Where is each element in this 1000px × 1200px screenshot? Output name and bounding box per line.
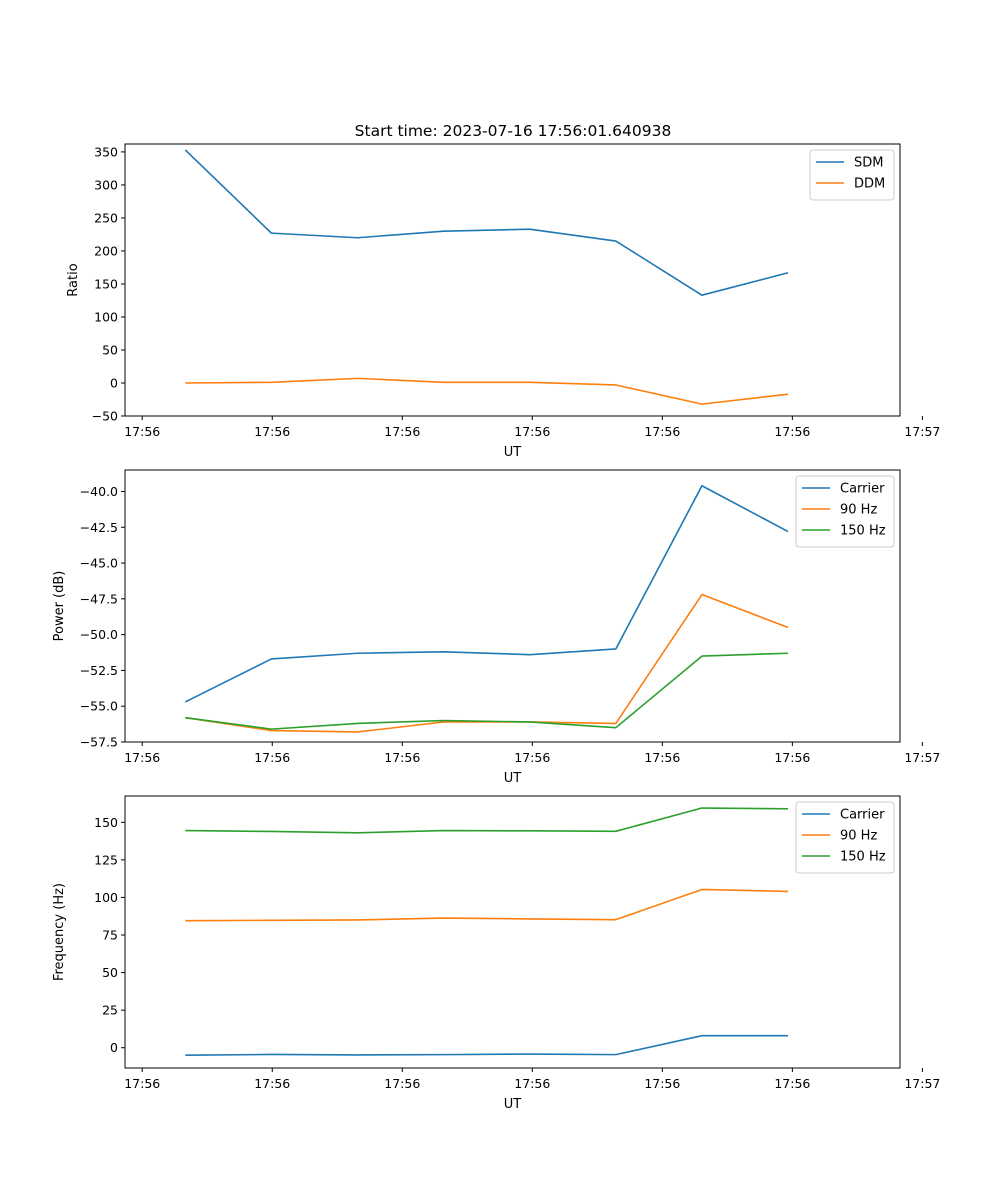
chart-panel-3: 17:56 17:56 17:56 17:56 17:56 17:56 17:57 0 25 50…	[52, 795, 940, 1112]
x-tick-label: 17:57	[904, 750, 940, 765]
y-tick-label: 150	[94, 276, 118, 291]
x-tick-label: 17:56	[774, 1076, 810, 1091]
y-tick-label: −52.5	[80, 663, 118, 678]
x-tick-label: 17:56	[384, 424, 420, 439]
y-tick-label: 75	[102, 928, 118, 943]
x-tick-label: 17:56	[514, 1076, 550, 1091]
y-axis-label: Ratio	[66, 263, 81, 296]
x-axis-label: UT	[504, 1097, 522, 1112]
plot-frame	[124, 795, 901, 1069]
y-tick-label: 0	[110, 1040, 118, 1055]
legend-label: SDM	[854, 156, 883, 171]
legend-label: 150 Hz	[840, 524, 886, 539]
legend-label: DDM	[854, 177, 885, 192]
x-tick-label: 17:56	[514, 750, 550, 765]
y-tick-label: 50	[102, 965, 118, 980]
chart-panel-1: 17:56 17:56 17:56 17:56 17:56 17:56 17:57 −50 0 5…	[66, 143, 940, 460]
chart-panel-2: 17:56 17:56 17:56 17:56 17:56 17:56 17:57 −57.5…	[52, 469, 940, 786]
legend: Carrier 90 Hz 150 Hz	[795, 475, 895, 548]
plot-frame	[124, 143, 901, 417]
series-line-ddm	[185, 377, 789, 405]
y-tick-label: 350	[94, 144, 118, 159]
panels: 17:56 17:56 17:56 17:56 17:56 17:56 17:57 −50 0 5…	[52, 143, 940, 1112]
series-line-carrier	[184, 484, 789, 703]
legend-label: 150 Hz	[840, 850, 886, 865]
legend-label: Carrier	[840, 482, 885, 497]
legend: Carrier 90 Hz 150 Hz	[795, 801, 895, 874]
y-tick-label: −40.0	[80, 484, 118, 499]
y-tick-label: −55.0	[80, 699, 118, 714]
y-tick-label: 125	[94, 852, 118, 867]
x-tick-label: 17:56	[254, 1076, 290, 1091]
y-tick-label: −50.0	[80, 627, 118, 642]
legend-label: 90 Hz	[840, 829, 877, 844]
x-tick-label: 17:56	[774, 750, 810, 765]
y-tick-label: −47.5	[80, 591, 118, 606]
legend-label: 90 Hz	[840, 503, 877, 518]
series-line-150-hz	[185, 652, 789, 730]
x-tick-label: 17:56	[644, 1076, 680, 1091]
y-tick-label: −45.0	[80, 556, 118, 571]
y-tick-label: 25	[102, 1003, 118, 1018]
series-line-carrier	[185, 1034, 789, 1057]
x-tick-label: 17:56	[124, 750, 160, 765]
x-axis-label: UT	[504, 445, 522, 460]
y-tick-label: 100	[94, 890, 118, 905]
x-tick-label: 17:57	[904, 1076, 940, 1091]
y-tick-label: −57.5	[80, 735, 118, 750]
legend: SDM DDM	[809, 149, 895, 201]
x-tick-label: 17:56	[124, 1076, 160, 1091]
series-line-150-hz	[185, 807, 789, 834]
legend-label: Carrier	[840, 808, 885, 823]
series-line-90-hz	[185, 888, 789, 922]
y-tick-label: −42.5	[80, 520, 118, 535]
y-tick-label: 50	[102, 342, 118, 357]
x-axis-label: UT	[504, 771, 522, 786]
y-tick-label: 250	[94, 210, 118, 225]
y-axis-label: Power (dB)	[52, 571, 67, 642]
series-line-sdm	[184, 149, 789, 296]
x-tick-label: 17:56	[124, 424, 160, 439]
x-tick-label: 17:56	[384, 750, 420, 765]
y-tick-label: 100	[94, 309, 118, 324]
y-tick-label: 150	[94, 815, 118, 830]
y-tick-label: 300	[94, 177, 118, 192]
x-tick-label: 17:56	[774, 424, 810, 439]
figure-title: Start time: 2023-07-16 17:56:01.640938	[355, 122, 672, 140]
x-tick-label: 17:56	[514, 424, 550, 439]
y-axis-label: Frequency (Hz)	[52, 883, 67, 981]
x-tick-label: 17:56	[384, 1076, 420, 1091]
x-tick-label: 17:56	[644, 750, 680, 765]
x-tick-label: 17:57	[904, 424, 940, 439]
plot-frame	[124, 469, 901, 743]
y-tick-label: −50	[92, 409, 118, 424]
x-tick-label: 17:56	[254, 424, 290, 439]
x-tick-label: 17:56	[644, 424, 680, 439]
x-tick-label: 17:56	[254, 750, 290, 765]
y-tick-label: 200	[94, 243, 118, 258]
y-tick-label: 0	[110, 375, 118, 390]
